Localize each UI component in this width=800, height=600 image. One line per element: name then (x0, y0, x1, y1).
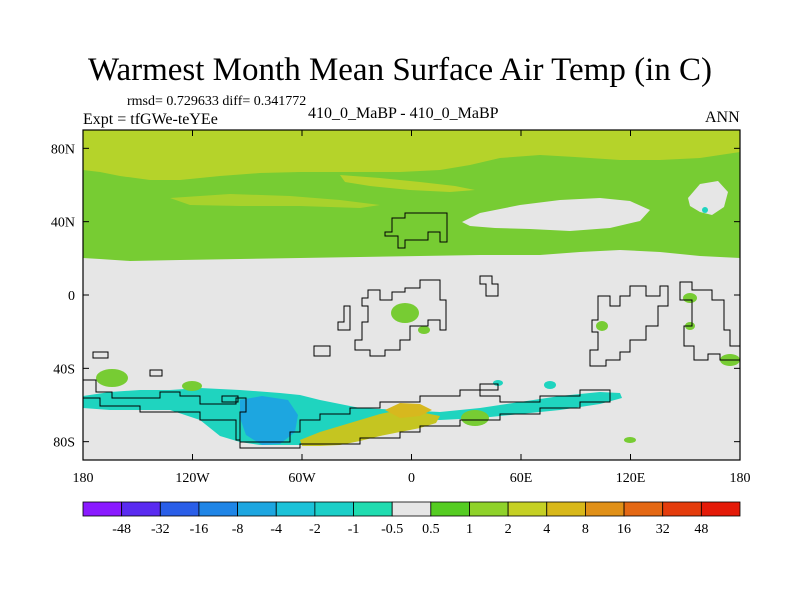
colorbar-label: 4 (543, 522, 550, 537)
teal-spot-north (702, 207, 708, 213)
colorbar-swatch (353, 501, 393, 517)
x-tick-label: 60W (288, 471, 316, 486)
colorbar-label: 2 (505, 522, 512, 537)
ocean-hole-field (462, 198, 650, 231)
colorbar-label: -16 (190, 522, 209, 537)
polar-hot-field (385, 403, 432, 418)
colorbar-swatch (546, 501, 586, 517)
colorbar-label: 1 (466, 522, 473, 537)
colorbar-swatch (662, 501, 702, 517)
polar-cool-field (240, 396, 298, 445)
central-band-field (170, 194, 380, 208)
coast-west-block (313, 345, 331, 357)
colorbar-swatch (237, 501, 277, 517)
colorbar-label: 8 (582, 522, 589, 537)
x-tick-label: 120E (616, 471, 646, 486)
colorbar-swatch (82, 501, 123, 517)
arctic-tongue-field (340, 175, 475, 192)
colorbar-label: -1 (348, 522, 360, 537)
coast-north (384, 212, 448, 249)
coast-island-n (479, 275, 499, 297)
x-tick-label: 60E (510, 471, 533, 486)
y-tick-label: 80S (53, 436, 75, 451)
arctic-cap-field (83, 130, 740, 180)
x-tick-label: 180 (730, 471, 751, 486)
stats-text: rmsd= 0.729633 diff= 0.341772 (127, 94, 307, 109)
colorbar-label: 16 (617, 522, 631, 537)
colorbar-swatch (391, 501, 432, 517)
colorbar-swatch (469, 501, 509, 517)
coast-africa (354, 279, 447, 357)
colorbar-swatch (623, 501, 664, 517)
coast-south-box (221, 395, 239, 403)
colorbar-label: -48 (112, 522, 131, 537)
season-label: ANN (705, 109, 740, 126)
patch-west-1 (96, 369, 128, 387)
colorbar-label: -8 (232, 522, 244, 537)
colorbar-label: 0.5 (422, 522, 440, 537)
x-tick-label: 180 (73, 471, 94, 486)
coastlines (83, 212, 740, 449)
coast-far-east (679, 281, 740, 361)
y-tick-label: 0 (68, 289, 75, 304)
y-tick-label: 40S (53, 362, 75, 377)
colorbar-swatch (121, 501, 161, 517)
coast-south-west (92, 351, 109, 359)
colorbar-swatch (198, 501, 238, 517)
chart-title: Warmest Month Mean Surface Air Temp (in … (87, 52, 713, 88)
x-tick-label: 0 (408, 471, 415, 486)
east-hole-field (688, 181, 728, 215)
comparison-label: 410_0_MaBP - 410_0_MaBP (308, 105, 499, 122)
colorbar-swatch (430, 501, 470, 517)
colorbar-label: 32 (656, 522, 670, 537)
colorbar-label: 48 (694, 522, 708, 537)
y-tick-label: 80N (51, 142, 75, 157)
y-axis: 80N 40N 0 40S 80S (51, 142, 740, 451)
patch-west-2 (182, 381, 202, 391)
patch-south-2 (544, 381, 556, 389)
patch-south-3 (624, 437, 636, 443)
southern-cool-field (83, 388, 622, 445)
colorbar-swatch (585, 501, 625, 517)
experiment-label: Expt = tfGWe-teYEe (83, 111, 218, 128)
colorbar-swatch (700, 501, 741, 517)
colorbar-label: -2 (309, 522, 321, 537)
coast-west-small (337, 305, 351, 331)
colorbar-label: -4 (270, 522, 282, 537)
colorbar-swatch (275, 501, 316, 517)
patch-africa-2 (418, 326, 430, 334)
patch-east-2 (683, 293, 697, 303)
colorbar-swatch (507, 501, 548, 517)
y-tick-label: 40N (51, 216, 75, 231)
colorbar-label: -32 (151, 522, 170, 537)
colorbar-swatch (159, 501, 200, 517)
x-tick-label: 120W (175, 471, 210, 486)
colorbar: -48 -32 -16 -8 -4 -2 -1 -0.5 0.5 1 2 4 8 16 32 48 (82, 501, 741, 537)
patch-east-1 (596, 321, 608, 331)
patch-africa-1 (391, 303, 419, 323)
colorbar-label: -0.5 (381, 522, 403, 537)
coast-south-mid (149, 369, 163, 377)
colorbar-swatch (314, 501, 354, 517)
x-axis: 180 120W 60W 0 60E 120E 180 (73, 130, 751, 486)
polar-warm-field (300, 410, 440, 446)
coast-south-east (479, 383, 499, 391)
coast-east (589, 285, 669, 367)
patch-south-1 (461, 410, 489, 426)
